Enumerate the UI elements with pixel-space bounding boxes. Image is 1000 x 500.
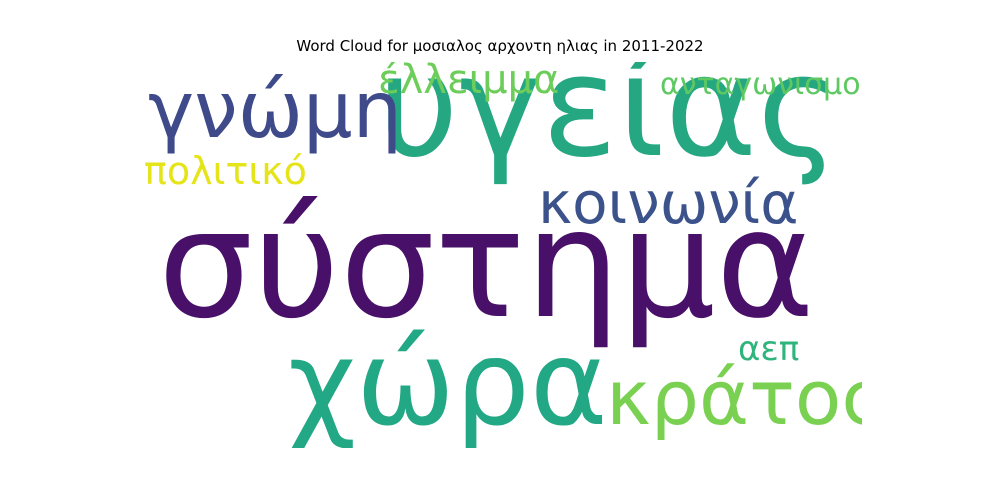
- word-7: έλλειμμα: [378, 62, 560, 103]
- word-1: σύστημα: [158, 178, 815, 352]
- word-6: κοινωνία: [538, 169, 799, 237]
- word-2: υγείας: [378, 62, 840, 189]
- word-4: κράτος: [606, 353, 862, 442]
- chart-title: Word Cloud for μοσιαλος αρχοντη ηλιας in…: [296, 37, 704, 55]
- word-8: ανταγωνισμού: [660, 67, 862, 102]
- word-10: αεπ: [738, 329, 800, 369]
- word-cloud: σύστημα υγείας χώρα κράτος γνώμη κοινωνία έλλε…: [138, 62, 862, 448]
- word-9: πολιτικό: [144, 149, 307, 193]
- word-3: χώρα: [288, 314, 608, 448]
- word-5: γνώμη: [148, 66, 403, 156]
